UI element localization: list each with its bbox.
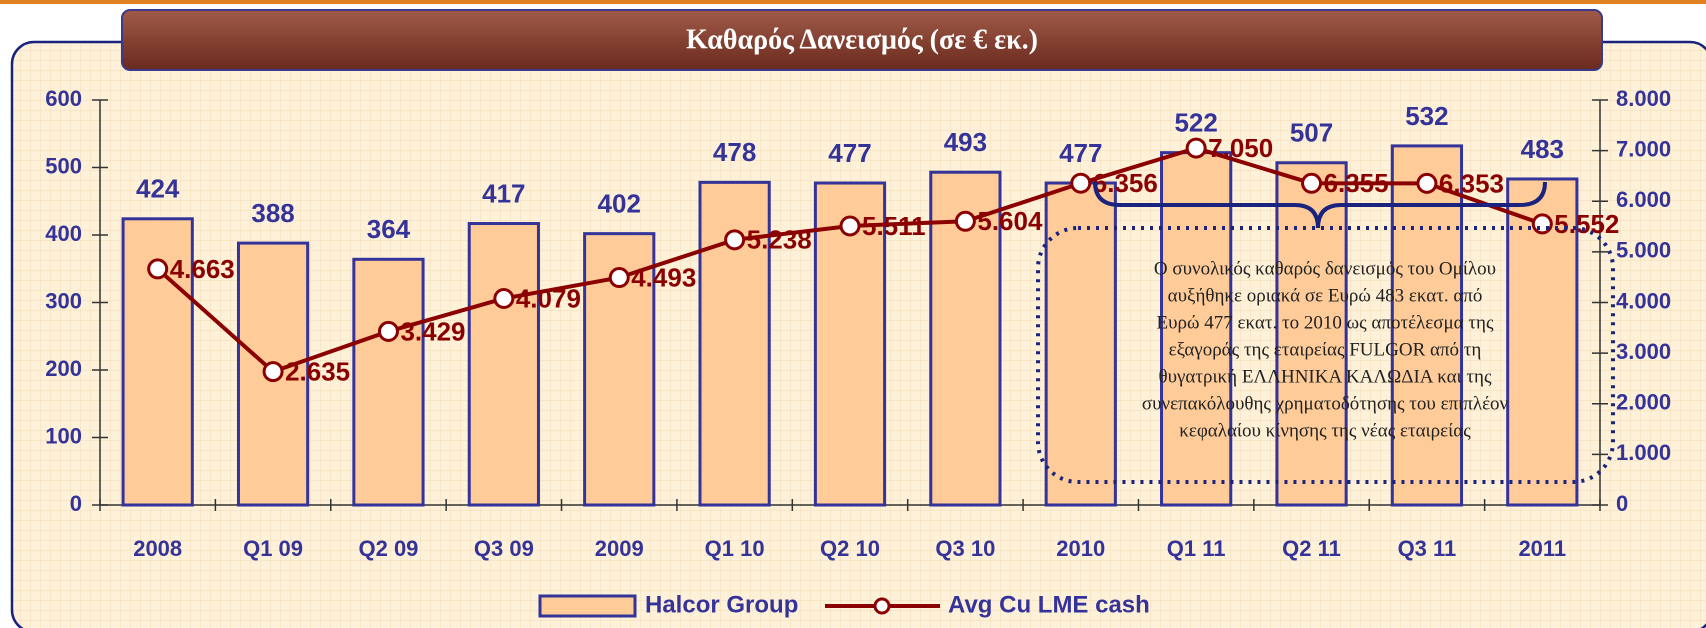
x-tick-label: Q3 11 <box>1398 536 1457 561</box>
bar <box>1275 161 1348 507</box>
line-label: 5.552 <box>1554 209 1619 239</box>
line-marker <box>724 229 746 251</box>
y-tick-label: 600 <box>45 86 82 111</box>
x-tick-label: 2011 <box>1518 536 1566 561</box>
bar <box>467 222 540 507</box>
x-tick-label: Q3 09 <box>474 536 534 561</box>
line-label: 5.511 <box>862 211 926 241</box>
x-tick-label: Q2 11 <box>1282 536 1341 561</box>
y-tick-label: 100 <box>45 423 82 448</box>
x-tick-label: Q1 11 <box>1167 536 1226 561</box>
x-tick-label: 2010 <box>1056 536 1105 561</box>
bar-label: 522 <box>1174 108 1217 138</box>
y2-tick-label: 8.000 <box>1616 86 1671 111</box>
y-tick-label: 200 <box>45 356 82 381</box>
x-tick-label: Q2 09 <box>358 536 418 561</box>
line-label: 6.355 <box>1324 168 1389 198</box>
line-marker <box>1531 213 1553 235</box>
x-tick-label: Q1 09 <box>243 536 303 561</box>
y-tick-label: 500 <box>45 153 82 178</box>
legend-marker <box>873 597 891 615</box>
legend-label: Avg Cu LME cash <box>948 591 1150 618</box>
bar-label: 417 <box>482 178 525 208</box>
line-marker <box>1416 172 1438 194</box>
line-label: 5.238 <box>747 225 812 255</box>
annotation-line: συνεπακόλουθης χρηματοδότησης του επιπλέ… <box>1142 393 1509 414</box>
legend-swatch <box>538 594 637 618</box>
line-marker <box>1070 172 1092 194</box>
title-bar <box>121 9 1603 71</box>
y2-tick-label: 4.000 <box>1616 288 1671 313</box>
line-label: 4.079 <box>516 283 581 313</box>
line-marker <box>1301 172 1323 194</box>
bar-label: 483 <box>1521 134 1564 164</box>
line-marker <box>954 210 976 232</box>
line-label: 4.493 <box>631 262 696 292</box>
bar-label: 424 <box>136 174 180 204</box>
x-tick-label: Q1 10 <box>705 536 765 561</box>
bar-label: 532 <box>1405 101 1448 131</box>
plot: 0 100 200 300 400 500 600 0 1.000 2.000 3.000 4.000… <box>45 86 1671 561</box>
bar <box>1506 177 1579 507</box>
y-tick-label: 400 <box>45 221 82 246</box>
bar-label: 478 <box>713 137 756 167</box>
y2-tick-label: 7.000 <box>1616 136 1671 161</box>
y-tick-label: 300 <box>45 288 82 313</box>
y-tick-label: 0 <box>70 491 82 516</box>
y2-tick-label: 2.000 <box>1616 390 1671 415</box>
line-marker <box>839 215 861 237</box>
top-rule <box>0 0 1706 4</box>
line-marker <box>262 361 284 383</box>
line-label: 7.050 <box>1208 133 1273 163</box>
line-label: 2.635 <box>285 356 350 386</box>
bar-label: 388 <box>251 198 294 228</box>
line-label: 4.663 <box>170 254 235 284</box>
bar-label: 477 <box>1059 138 1102 168</box>
y2-tick-label: 1.000 <box>1616 440 1671 465</box>
y2-tick-label: 0 <box>1616 491 1628 516</box>
y2-tick-label: 6.000 <box>1616 187 1671 212</box>
bar <box>813 181 887 507</box>
x-tick-label: 2008 <box>133 536 182 561</box>
line-marker <box>608 267 630 289</box>
annotation-line: θυγατρική ΕΛΛΗΝΙΚΑ ΚΑΛΩΔΙΑ και της <box>1158 366 1492 387</box>
bar-label: 507 <box>1290 118 1333 148</box>
x-tick-label: Q3 10 <box>935 536 995 561</box>
y2-tick-label: 5.000 <box>1616 238 1671 263</box>
bar <box>352 257 425 507</box>
annotation-line: αυξήθηκε οριακά σε Ευρώ 483 εκατ. από <box>1168 285 1483 306</box>
annotation-line: Ο συνολικός καθαρός δανεισμός του Ομίλου <box>1154 258 1496 279</box>
bar-label: 364 <box>367 214 411 244</box>
bar-label: 402 <box>598 189 641 219</box>
chart-title: Καθαρός Δανεισμός (σε € εκ.) <box>686 24 1038 55</box>
x-tick-label: Q2 10 <box>820 536 880 561</box>
annotation-line: εξαγοράς της εταιρείας FULGOR από τη <box>1169 339 1482 360</box>
annotation-line: κεφαλαίου κίνησης της νέας εταιρείας <box>1179 420 1471 441</box>
bar-label: 493 <box>944 127 987 157</box>
line-label: 6.353 <box>1439 168 1504 198</box>
line-marker <box>377 320 399 342</box>
line-label: 6.356 <box>1093 168 1158 198</box>
line-marker <box>1185 137 1207 159</box>
line-label: 5.604 <box>977 206 1043 236</box>
x-tick-label: 2009 <box>595 536 644 561</box>
y2-tick-label: 3.000 <box>1616 339 1671 364</box>
annotation-line: Ευρώ 477 εκατ. το 2010 ως αποτέλεσμα της <box>1157 312 1494 333</box>
legend-label: Halcor Group <box>645 591 798 618</box>
brace <box>1093 181 1547 229</box>
line-marker <box>493 288 515 310</box>
line-label: 3.429 <box>400 316 465 346</box>
bar <box>1044 181 1117 507</box>
bar-label: 477 <box>828 138 871 168</box>
line-marker <box>147 258 169 280</box>
bar <box>1160 151 1233 507</box>
